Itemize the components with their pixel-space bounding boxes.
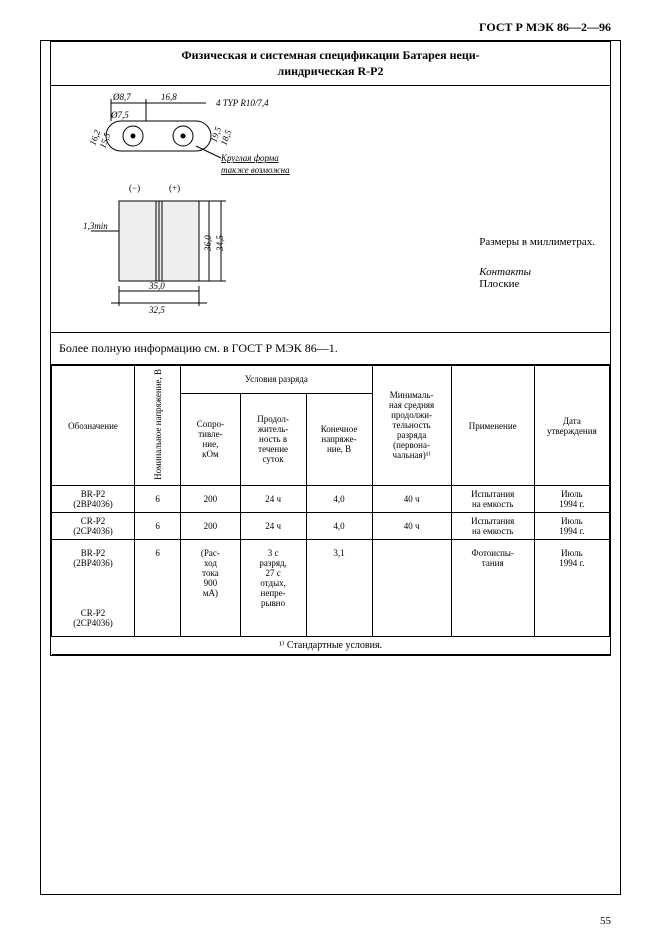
table-row: CR-P2(2CP4036) 6 200 24 ч 4,0 40 ч Испыт… [52,513,610,540]
contacts-label: Контакты [479,266,595,278]
cell-date: Июль1994 г. [534,513,609,540]
round-note-2: также возможна [221,165,290,175]
dim-36-0: 36,0 [203,235,213,252]
cell-end-voltage: 3,1 [306,540,372,637]
cell-duration: 3 сразряд, 27 сотдых, непре-рывно [240,540,306,637]
cell-min-duration [372,540,451,637]
title-line-1: Физическая и системная спецификации Бата… [181,48,479,62]
minus-label: (−) [129,183,140,193]
cell-resistance: 200 [181,513,240,540]
dim-16-8: 16,8 [161,92,177,102]
diagram-side-text: Размеры в миллиметрах. Контакты Плоские [479,236,595,290]
dim-35-0: 35,0 [148,281,165,291]
dim-34-5: 34,5 [215,235,225,252]
col-approval-date: Дата утверждения [534,366,609,486]
cell-voltage: 6 [135,540,181,637]
dim-32-5: 32,5 [148,305,165,315]
col-end-voltage: Конечное напряже- ние, В [306,393,372,485]
cell-end-voltage: 4,0 [306,513,372,540]
col-discharge-group: Условия разряда [181,366,372,394]
spec-table: Обозначение Номинальное напряжение, В Ус… [51,365,610,655]
cell-min-duration: 40 ч [372,513,451,540]
table-header-row: Обозначение Номинальное напряжение, В Ус… [52,366,610,394]
cell-voltage: 6 [135,486,181,513]
dim-8-7: Ø8,7 [112,92,131,102]
plus-label: (+) [169,183,180,193]
dim-typ: 4 TYP R10/7,4 [216,98,269,108]
battery-diagram: Ø8,7 16,8 4 TYP R10/7,4 Ø7,5 16,2 15,5 1… [61,91,321,316]
round-note-1: Круглая форма [220,153,279,163]
col-duration: Продол- житель- ность в течение суток [240,393,306,485]
cell-designation: BR-P2(2BP4036) [52,486,135,513]
cell-application: Фотоиспы-тания [451,540,534,637]
cell-application: Испытанияна емкость [451,513,534,540]
cell-resistance: (Рас-ход тока900 мА) [181,540,240,637]
table-row: BR-P2(2BP4036) 6 200 24 ч 4,0 40 ч Испыт… [52,486,610,513]
col-application: Применение [451,366,534,486]
page-number: 55 [600,915,611,927]
cell-designation: BR-P2(2BP4036) CR-P2(2CP4036) [52,540,135,637]
contacts-value: Плоские [479,278,595,290]
col-min-duration: Минималь- ная средняя продолжи- тельност… [372,366,451,486]
dim-7-5: Ø7,5 [110,110,129,120]
document-id: ГОСТ Р МЭК 86—2—96 [50,20,611,35]
footnote: ¹⁾ Стандартные условия. [52,637,610,655]
col-resistance: Сопро- тивле- ние, кОм [181,393,240,485]
page-content: ГОСТ Р МЭК 86—2—96 Физическая и системна… [50,20,611,905]
diagram-area: Ø8,7 16,8 4 TYP R10/7,4 Ø7,5 16,2 15,5 1… [51,86,610,333]
spec-box: Физическая и системная спецификации Бата… [50,41,611,656]
cell-voltage: 6 [135,513,181,540]
cell-end-voltage: 4,0 [306,486,372,513]
cell-application: Испытанияна емкость [451,486,534,513]
footnote-row: ¹⁾ Стандартные условия. [52,637,610,655]
col-designation: Обозначение [52,366,135,486]
cell-min-duration: 40 ч [372,486,451,513]
title-line-2: линдрическая R-P2 [277,64,383,78]
cell-resistance: 200 [181,486,240,513]
dim-1-3min: 1,3min [83,221,108,231]
col-nom-voltage: Номинальное напряжение, В [135,366,181,486]
spec-title: Физическая и системная спецификации Бата… [51,42,610,86]
cell-duration: 24 ч [240,513,306,540]
cell-designation: CR-P2(2CP4036) [52,513,135,540]
units-note: Размеры в миллиметрах. [479,236,595,248]
cell-date: Июль1994 г. [534,540,609,637]
cell-duration: 24 ч [240,486,306,513]
table-row: BR-P2(2BP4036) CR-P2(2CP4036) 6 (Рас-ход… [52,540,610,637]
reference-note: Более полную информацию см. в ГОСТ Р МЭК… [51,333,610,365]
cell-date: Июль1994 г. [534,486,609,513]
